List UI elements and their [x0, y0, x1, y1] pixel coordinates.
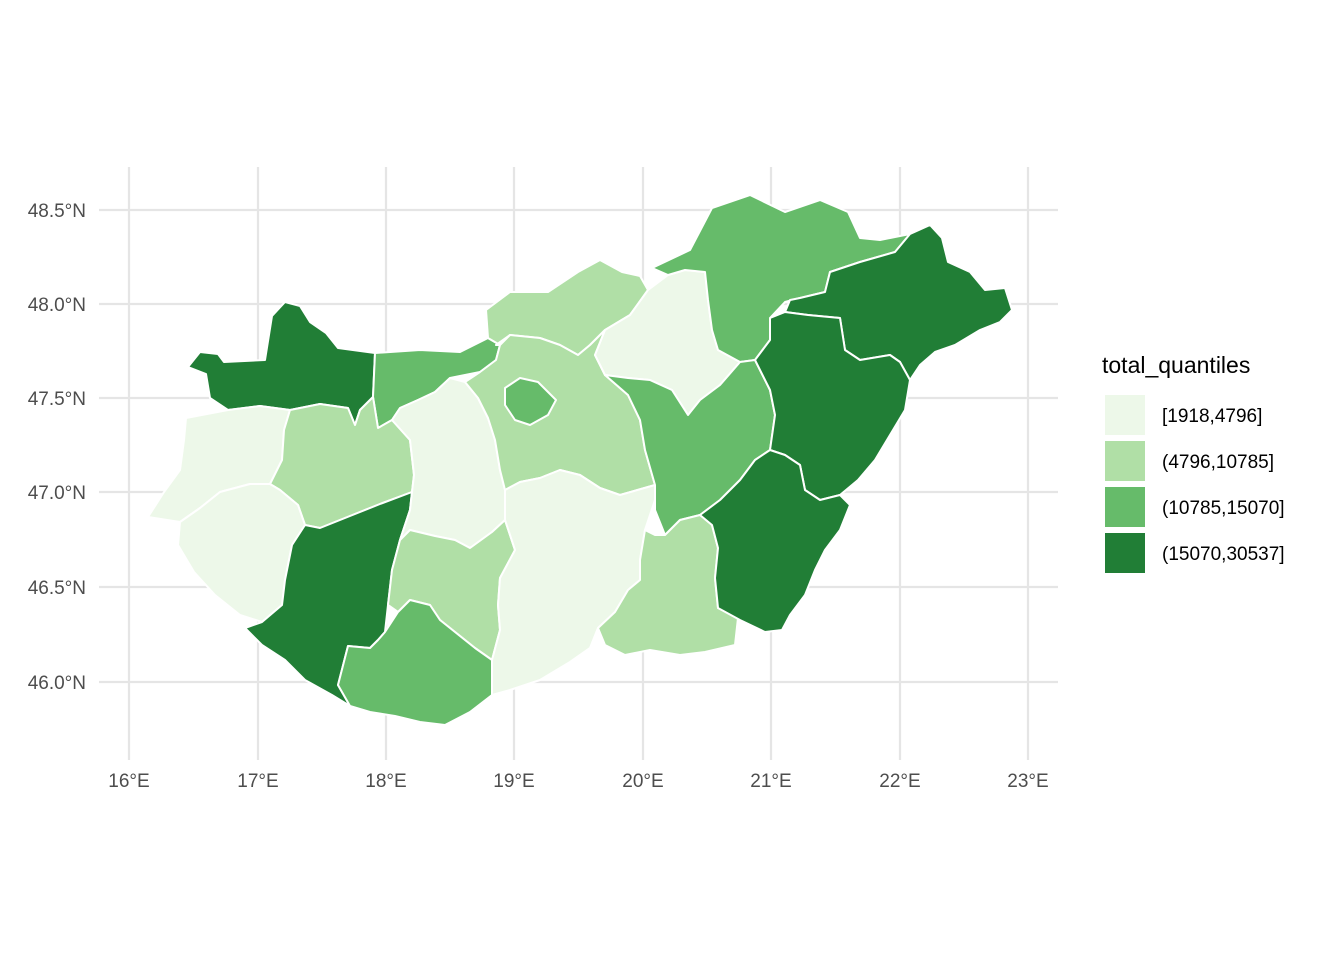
legend-swatch: [1105, 487, 1145, 527]
x-tick-label: 21°E: [750, 771, 791, 792]
y-tick-label: 47.0°N: [28, 483, 86, 504]
y-tick-label: 46.5°N: [28, 578, 86, 599]
legend-label: (15070,30537]: [1162, 544, 1285, 565]
county-bacs-kiskun[interactable]: [491, 469, 656, 696]
x-tick-label: 20°E: [622, 771, 663, 792]
county-budapest[interactable]: [504, 377, 557, 426]
legend-title: total_quantiles: [1102, 352, 1250, 378]
x-tick-label: 19°E: [493, 771, 534, 792]
county-gyor-moson-sopron[interactable]: [187, 301, 376, 426]
x-tick-label: 22°E: [879, 771, 920, 792]
x-axis: 16°E 17°E 18°E 19°E 20°E 21°E 22°E 23°E: [108, 771, 1048, 792]
x-tick-label: 17°E: [237, 771, 278, 792]
legend-label: (4796,10785]: [1162, 452, 1274, 473]
y-axis: 48.5°N 48.0°N 47.5°N 47.0°N 46.5°N 46.0°…: [28, 201, 86, 694]
x-tick-label: 18°E: [365, 771, 406, 792]
x-tick-label: 16°E: [108, 771, 149, 792]
legend: total_quantiles [1918,4796] (4796,10785]…: [1102, 352, 1285, 573]
y-tick-label: 46.0°N: [28, 673, 86, 694]
counties: [147, 194, 1013, 726]
county-baranya[interactable]: [337, 599, 493, 726]
legend-swatch: [1105, 395, 1145, 435]
y-tick-label: 48.0°N: [28, 295, 86, 316]
legend-label: [1918,4796]: [1162, 406, 1262, 427]
legend-label: (10785,15070]: [1162, 498, 1285, 519]
legend-swatch: [1105, 533, 1145, 573]
county-bekes[interactable]: [699, 449, 851, 633]
y-tick-label: 48.5°N: [28, 201, 86, 222]
y-tick-label: 47.5°N: [28, 389, 86, 410]
x-tick-label: 23°E: [1007, 771, 1048, 792]
legend-swatch: [1105, 441, 1145, 481]
